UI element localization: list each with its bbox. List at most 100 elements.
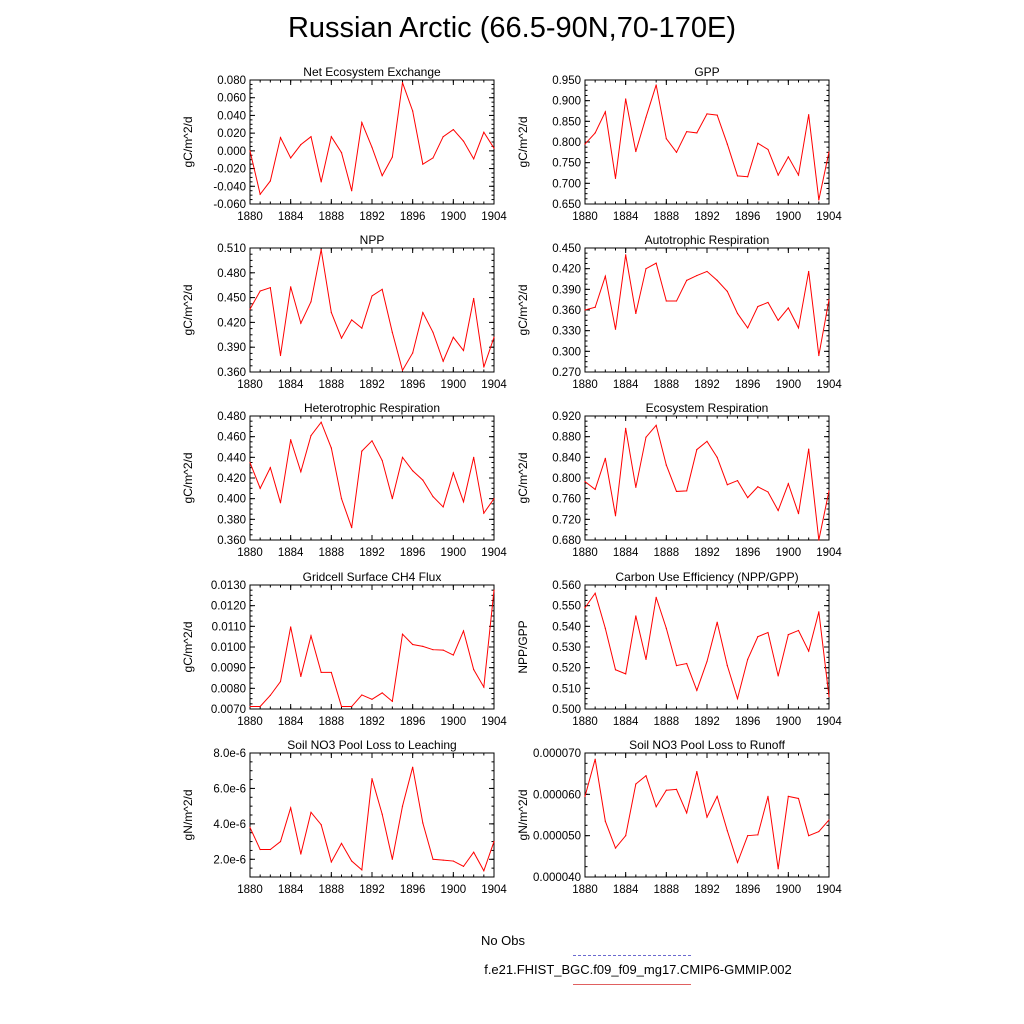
data-point xyxy=(442,859,444,861)
x-tick-label: 1904 xyxy=(816,716,842,728)
x-tick-label: 1904 xyxy=(481,884,507,896)
x-tick-label: 1888 xyxy=(319,211,345,223)
x-tick-label: 1880 xyxy=(237,379,263,391)
data-point xyxy=(442,360,444,362)
chart-panel-9: Soil NO3 Pool Loss to Leaching gN/m^2/d 2.… xyxy=(181,738,507,896)
data-point xyxy=(614,328,617,330)
data-point xyxy=(604,111,606,113)
data-point xyxy=(340,152,343,154)
data-point xyxy=(259,848,261,851)
x-tick-label: 1880 xyxy=(572,884,598,896)
data-point xyxy=(808,650,810,652)
data-point xyxy=(787,634,789,636)
data-point xyxy=(747,176,749,178)
data-point xyxy=(655,262,657,264)
data-point xyxy=(361,869,363,871)
y-tick-label: 0.460 xyxy=(217,432,246,444)
x-tick-label: 1892 xyxy=(694,716,720,728)
data-point xyxy=(310,435,312,437)
x-tick-label: 1904 xyxy=(816,884,842,896)
data-point xyxy=(391,700,393,702)
data-point xyxy=(625,835,627,837)
y-tick-label: 0.0100 xyxy=(211,642,246,654)
data-point xyxy=(767,631,769,634)
data-point xyxy=(361,450,363,452)
data-point xyxy=(330,861,332,863)
x-tick-label: 1888 xyxy=(319,884,345,896)
x-tick-label: 1900 xyxy=(441,716,467,728)
x-tick-label: 1888 xyxy=(319,379,345,391)
series-line xyxy=(250,590,495,708)
data-point xyxy=(665,627,667,630)
data-point xyxy=(645,116,647,118)
chart-title: Ecosystem Respiration xyxy=(646,401,769,415)
y-tick-label: 0.040 xyxy=(217,110,246,122)
x-tick-label: 1892 xyxy=(359,547,385,559)
y-tick-label: 0.880 xyxy=(552,432,581,444)
series-line xyxy=(249,767,495,873)
chart-title: GPP xyxy=(694,65,719,79)
data-point xyxy=(300,853,302,855)
y-tick-label: 0.800 xyxy=(552,137,581,149)
data-point xyxy=(675,151,678,153)
series-line xyxy=(584,84,830,200)
y-axis-label: gN/m^2/d xyxy=(181,790,195,841)
data-point xyxy=(604,627,606,630)
data-point xyxy=(361,327,363,329)
data-point xyxy=(625,98,627,100)
data-point xyxy=(757,636,759,638)
data-point xyxy=(330,671,332,674)
data-point xyxy=(655,806,657,808)
data-point xyxy=(371,440,373,442)
x-tick-label: 1896 xyxy=(400,884,426,896)
data-point xyxy=(736,479,739,482)
x-tick-label: 1904 xyxy=(481,547,507,559)
y-tick-label: 0.950 xyxy=(552,75,581,87)
x-tick-label: 1888 xyxy=(654,211,680,223)
data-point xyxy=(828,151,830,153)
data-point xyxy=(432,331,434,333)
x-tick-label: 1900 xyxy=(776,884,802,896)
x-tick-label: 1904 xyxy=(481,211,507,223)
data-point xyxy=(462,865,465,867)
data-point xyxy=(828,819,830,821)
chart-panel-7: Gridcell Surface CH4 Flux gC/m^2/d 0.0070 0… xyxy=(181,570,507,728)
data-point xyxy=(706,816,708,818)
y-tick-label: 0.060 xyxy=(217,93,246,105)
data-point xyxy=(462,630,465,632)
y-tick-label: 0.900 xyxy=(552,96,581,108)
x-tick-label: 1884 xyxy=(613,716,639,728)
data-point xyxy=(371,146,373,148)
data-point xyxy=(371,295,373,297)
y-tick-label: 2.0e-6 xyxy=(213,854,246,866)
data-point xyxy=(808,835,810,837)
y-tick-label: 0.500 xyxy=(552,704,581,716)
data-point xyxy=(665,789,667,791)
data-point xyxy=(452,129,454,131)
y-tick-label: 8.0e-6 xyxy=(213,748,246,760)
data-point xyxy=(279,136,282,139)
data-point xyxy=(594,132,596,134)
series-line xyxy=(584,254,830,356)
plot-frame xyxy=(584,79,830,205)
data-point xyxy=(604,457,606,459)
data-point xyxy=(625,427,627,429)
y-tick-label: 0.0110 xyxy=(212,621,246,633)
y-tick-label: 0.0080 xyxy=(211,683,246,695)
data-point xyxy=(401,633,404,635)
data-point xyxy=(269,467,271,469)
data-point xyxy=(696,132,698,134)
data-point xyxy=(381,692,383,694)
data-point xyxy=(818,199,820,201)
y-tick-label: 0.700 xyxy=(552,178,581,190)
y-tick-label: 0.560 xyxy=(552,580,581,592)
data-point xyxy=(473,158,475,160)
data-point xyxy=(706,660,708,663)
y-tick-label: 0.400 xyxy=(217,494,246,506)
data-point xyxy=(614,669,617,671)
chart-title: Autotrophic Respiration xyxy=(645,233,770,247)
data-point xyxy=(726,665,728,667)
x-tick-label: 1900 xyxy=(441,379,467,391)
y-tick-label: 0.540 xyxy=(552,621,581,633)
data-point xyxy=(473,668,475,671)
